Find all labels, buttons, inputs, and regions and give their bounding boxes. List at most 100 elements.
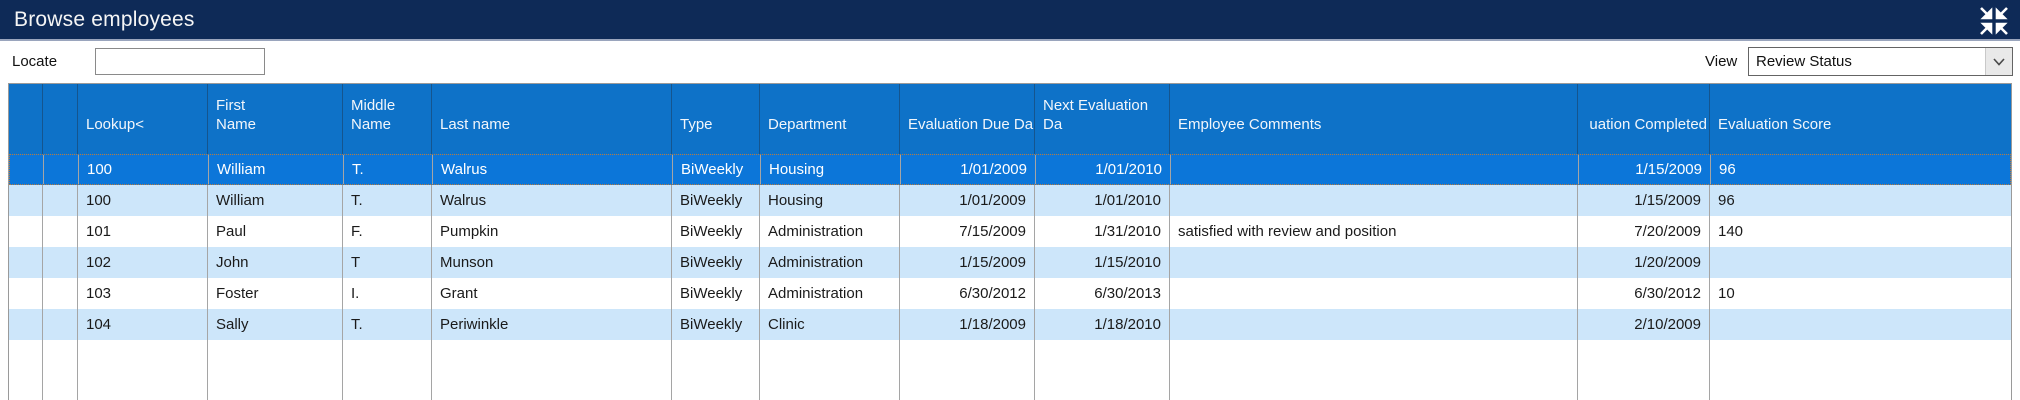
column-header-type[interactable]: Type <box>672 84 760 154</box>
table-cell-selector-b[interactable] <box>44 155 79 184</box>
table-cell-evaluation-completed[interactable]: 1/15/2009 <box>1578 185 1710 216</box>
column-header-evaluation-due-date[interactable]: Evaluation Due Da <box>900 84 1035 154</box>
table-cell-evaluation-score[interactable]: 96 <box>1718 192 1735 209</box>
table-cell-middle-name[interactable]: T. <box>344 155 433 184</box>
table-cell-type[interactable]: BiWeekly <box>672 247 760 278</box>
table-cell-selector-a[interactable] <box>9 278 43 309</box>
table-cell-department[interactable]: Administration <box>760 216 900 247</box>
table-cell-evaluation-completed[interactable]: 6/30/2012 <box>1578 278 1710 309</box>
table-cell-department[interactable]: Administration <box>760 278 900 309</box>
table-cell-evaluation-completed[interactable]: 1/20/2009 <box>1578 247 1710 278</box>
table-cell-evaluation-score[interactable] <box>1710 309 2011 340</box>
table-row[interactable]: 102 John T Munson BiWeekly Administration 1/15… <box>9 247 2011 278</box>
table-cell-selector-a[interactable] <box>10 155 44 184</box>
table-row[interactable]: 100 William T. Walrus BiWeekly Housing 1/01/20… <box>9 185 2011 216</box>
table-cell-type[interactable]: BiWeekly <box>673 155 761 184</box>
table-cell-first-name[interactable]: John <box>208 247 343 278</box>
table-cell-next-evaluation-date[interactable]: 1/01/2010 <box>1035 185 1170 216</box>
table-cell-last-name[interactable]: Pumpkin <box>432 216 672 247</box>
column-header-next-evaluation-date[interactable]: Next Evaluation Da <box>1035 84 1170 154</box>
table-cell-selector-a[interactable] <box>9 309 43 340</box>
table-cell-evaluation-score[interactable]: 10 <box>1718 285 1735 302</box>
table-cell-employee-comments[interactable] <box>1170 309 1578 340</box>
table-cell-type[interactable]: BiWeekly <box>672 309 760 340</box>
column-header-first-name[interactable]: First Name <box>208 84 343 154</box>
table-cell-lookup[interactable]: 102 <box>78 247 208 278</box>
table-cell-last-name[interactable]: Grant <box>432 278 672 309</box>
table-row[interactable]: 101 Paul F. Pumpkin BiWeekly Administration 7/… <box>9 216 2011 247</box>
column-header-selector-a[interactable] <box>9 84 43 154</box>
table-cell-middle-name[interactable]: F. <box>343 216 432 247</box>
column-header-middle-name[interactable]: Middle Name <box>343 84 432 154</box>
table-cell-lookup[interactable]: 103 <box>78 278 208 309</box>
table-cell-selector-b[interactable] <box>43 185 78 216</box>
table-cell-selector-b[interactable] <box>43 216 78 247</box>
table-cell-first-name[interactable]: William <box>209 155 344 184</box>
table-cell-evaluation-score[interactable] <box>1710 247 2011 278</box>
table-cell-evaluation-due-date[interactable]: 1/15/2009 <box>900 247 1035 278</box>
table-cell-evaluation-due-date[interactable]: 1/01/2009 <box>900 185 1035 216</box>
table-cell-employee-comments[interactable] <box>1170 185 1578 216</box>
table-cell-evaluation-due-date[interactable]: 1/01/2009 <box>901 155 1036 184</box>
table-cell-lookup[interactable]: 101 <box>78 216 208 247</box>
chevron-down-icon[interactable] <box>1985 48 2012 75</box>
table-cell-evaluation-due-date[interactable]: 6/30/2012 <box>900 278 1035 309</box>
table-cell-employee-comments[interactable] <box>1170 278 1578 309</box>
table-cell-employee-comments[interactable] <box>1170 247 1578 278</box>
column-header-last-name[interactable]: Last name <box>432 84 672 154</box>
table-cell-department[interactable]: Administration <box>760 247 900 278</box>
table-cell-lookup[interactable]: 100 <box>79 155 209 184</box>
table-cell-middle-name[interactable]: I. <box>343 278 432 309</box>
table-row[interactable]: 104 Sally T. Periwinkle BiWeekly Clinic 1/18/2… <box>9 309 2011 340</box>
column-header-evaluation-score[interactable]: Evaluation Score <box>1718 116 1832 133</box>
table-cell-evaluation-due-date[interactable]: 1/18/2009 <box>900 309 1035 340</box>
table-cell-selector-b[interactable] <box>43 278 78 309</box>
table-cell-evaluation-score[interactable]: 96 <box>1719 161 1736 178</box>
table-cell-evaluation-due-date[interactable]: 7/15/2009 <box>900 216 1035 247</box>
table-cell-last-name[interactable]: Walrus <box>432 185 672 216</box>
table-cell-middle-name[interactable]: T. <box>343 185 432 216</box>
column-header-employee-comments[interactable]: Employee Comments <box>1170 84 1578 154</box>
table-cell-employee-comments[interactable]: satisfied with review and position <box>1170 216 1578 247</box>
table-cell-last-name[interactable]: Periwinkle <box>432 309 672 340</box>
table-cell-selector-b[interactable] <box>43 247 78 278</box>
table-cell-type[interactable]: BiWeekly <box>672 185 760 216</box>
table-cell-selector-b[interactable] <box>43 309 78 340</box>
column-header-evaluation-completed[interactable]: uation Completed <box>1578 84 1710 154</box>
table-cell-evaluation-completed[interactable]: 2/10/2009 <box>1578 309 1710 340</box>
table-cell-selector-a[interactable] <box>9 185 43 216</box>
table-cell-next-evaluation-date[interactable]: 1/31/2010 <box>1035 216 1170 247</box>
table-row[interactable]: 103 Foster I. Grant BiWeekly Administration 6/… <box>9 278 2011 309</box>
table-cell-last-name[interactable]: Munson <box>432 247 672 278</box>
table-cell-department[interactable]: Clinic <box>760 309 900 340</box>
table-cell-first-name[interactable]: Paul <box>208 216 343 247</box>
table-cell-lookup[interactable]: 100 <box>78 185 208 216</box>
column-header-department[interactable]: Department <box>760 84 900 154</box>
table-cell-middle-name[interactable]: T. <box>343 309 432 340</box>
column-header-selector-b[interactable] <box>43 84 78 154</box>
table-cell-next-evaluation-date[interactable]: 1/01/2010 <box>1036 155 1171 184</box>
table-cell-first-name[interactable]: Foster <box>208 278 343 309</box>
collapse-arrows-icon[interactable] <box>1978 5 2010 37</box>
table-cell-evaluation-score[interactable]: 140 <box>1718 223 1744 240</box>
table-cell-department[interactable]: Housing <box>760 185 900 216</box>
table-cell-selector-a[interactable] <box>9 247 43 278</box>
table-cell-lookup[interactable]: 104 <box>78 309 208 340</box>
table-row[interactable]: 100 William T. Walrus BiWeekly Housing 1/01/20… <box>9 154 2011 185</box>
table-cell-employee-comments[interactable] <box>1171 155 1579 184</box>
locate-input[interactable] <box>95 48 265 75</box>
table-cell-middle-name[interactable]: T <box>343 247 432 278</box>
table-cell-evaluation-completed[interactable]: 7/20/2009 <box>1578 216 1710 247</box>
table-cell-first-name[interactable]: Sally <box>208 309 343 340</box>
column-header-lookup[interactable]: Lookup< <box>78 84 208 154</box>
table-cell-type[interactable]: BiWeekly <box>672 278 760 309</box>
table-cell-next-evaluation-date[interactable]: 1/18/2010 <box>1035 309 1170 340</box>
grid-empty-area[interactable] <box>9 340 2011 400</box>
table-cell-evaluation-completed[interactable]: 1/15/2009 <box>1579 155 1711 184</box>
table-cell-department[interactable]: Housing <box>761 155 901 184</box>
view-dropdown[interactable]: Review Status <box>1748 47 2013 76</box>
table-cell-last-name[interactable]: Walrus <box>433 155 673 184</box>
table-cell-type[interactable]: BiWeekly <box>672 216 760 247</box>
table-cell-next-evaluation-date[interactable]: 1/15/2010 <box>1035 247 1170 278</box>
table-cell-next-evaluation-date[interactable]: 6/30/2013 <box>1035 278 1170 309</box>
